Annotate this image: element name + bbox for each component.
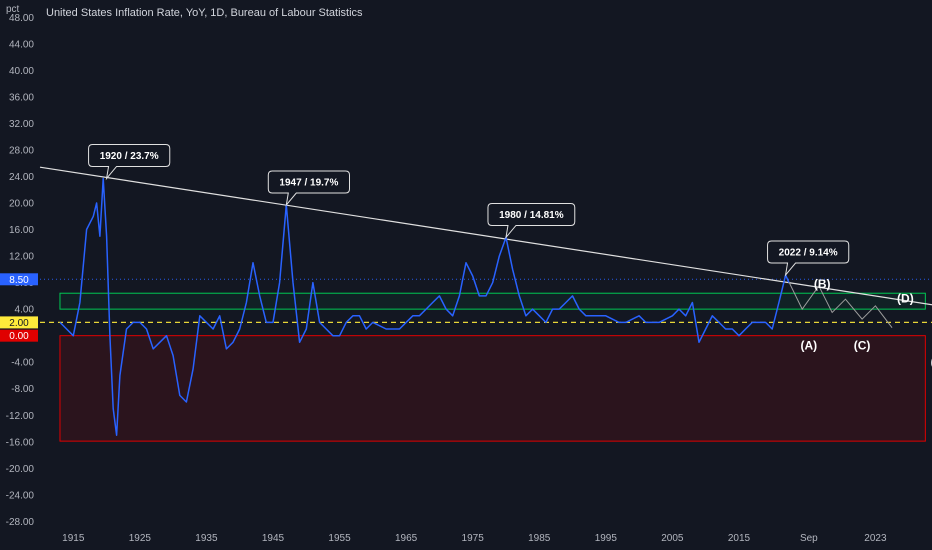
price-badge: 2.00: [0, 316, 38, 329]
wave-projection-line: [785, 274, 893, 329]
y-tick-label: -12.00: [6, 411, 35, 422]
callout-box: [487, 202, 576, 240]
x-tick-label: 1925: [129, 533, 152, 544]
y-tick-label: -8.00: [11, 384, 34, 395]
y-tick-label: 4.00: [15, 305, 35, 316]
y-tick-label: -24.00: [6, 490, 35, 501]
x-tick-label: 1965: [395, 533, 418, 544]
x-tick-label: 1935: [195, 533, 218, 544]
y-tick-label: 28.00: [9, 145, 34, 156]
trendline-layer: [39, 166, 932, 308]
peak-callout[interactable]: 1920 / 23.7%: [88, 143, 171, 181]
y-tick-label: 32.00: [9, 119, 34, 130]
x-axis: 1915 1925 1935 1945 1955 1965 1975 1985 1995 2005…: [62, 533, 887, 544]
callout-box: [767, 240, 850, 277]
price-badge: 0.00: [0, 329, 38, 342]
wave-label: (C): [854, 339, 871, 353]
callout-label: 1980 / 14.81%: [499, 210, 564, 221]
wave-label: (B): [814, 277, 831, 291]
peak-callout[interactable]: 2022 / 9.14%: [767, 240, 850, 277]
y-axis: 48.00 44.00 40.00 36.00 32.00 28.00 24.00 20.00…: [6, 13, 35, 528]
x-tick-label: 2015: [728, 533, 751, 544]
badge-bg: [0, 273, 38, 286]
peak-callout[interactable]: 1947 / 19.7%: [267, 170, 350, 207]
peak-callout[interactable]: 1980 / 14.81%: [487, 202, 576, 240]
callout-label: 1920 / 23.7%: [100, 151, 159, 162]
y-tick-label: 44.00: [9, 39, 34, 50]
badge-bg: [0, 329, 38, 342]
price-badges: 8.50 2.00 0.00: [0, 273, 38, 342]
callout-box: [267, 170, 350, 207]
x-tick-label: 1975: [462, 533, 485, 544]
inflation-series-line[interactable]: [59, 177, 790, 436]
y-tick-label: 16.00: [9, 225, 34, 236]
badge-bg: [0, 316, 38, 329]
y-tick-label: 12.00: [9, 252, 34, 263]
chart-title: United States Inflation Rate, YoY, 1D, B…: [46, 7, 363, 19]
x-tick-label: 1985: [528, 533, 551, 544]
wave-projection-layer: (A) (B) (C) (D) (E): [785, 274, 932, 369]
badge-label: 0.00: [9, 331, 29, 342]
x-tick-label: 1945: [262, 533, 285, 544]
red-zone: [59, 335, 926, 442]
zones-layer: [59, 292, 926, 442]
y-axis-unit: pct: [6, 4, 20, 15]
resistance-trendline[interactable]: [39, 166, 932, 308]
x-tick-label: 2023: [864, 533, 887, 544]
x-tick-label: 1955: [328, 533, 351, 544]
badge-label: 2.00: [9, 318, 29, 329]
wave-label: (A): [801, 339, 818, 353]
y-tick-label: -28.00: [6, 517, 35, 528]
x-tick-label: Sep: [800, 533, 818, 544]
y-tick-label: -4.00: [11, 358, 34, 369]
y-tick-label: 20.00: [9, 199, 34, 210]
wave-label: (E): [931, 355, 932, 369]
callout-label: 1947 / 19.7%: [279, 178, 338, 189]
reference-lines-layer: [40, 278, 932, 324]
price-badge: 8.50: [0, 273, 38, 286]
y-tick-label: 36.00: [9, 92, 34, 103]
y-tick-label: 48.00: [9, 13, 34, 24]
x-tick-label: 2005: [661, 533, 684, 544]
callout-box: [88, 143, 171, 181]
callout-label: 2022 / 9.14%: [779, 248, 838, 259]
x-tick-label: 1915: [62, 533, 85, 544]
y-tick-label: 24.00: [9, 172, 34, 183]
badge-label: 8.50: [9, 275, 29, 286]
annotations-layer: 1920 / 23.7% 1947 / 19.7% 1980 / 14.81% 202…: [88, 143, 850, 277]
y-tick-label: -16.00: [6, 437, 35, 448]
y-tick-label: -20.00: [6, 464, 35, 475]
series-layer: [59, 177, 790, 436]
y-tick-label: 40.00: [9, 66, 34, 77]
x-tick-label: 1995: [595, 533, 618, 544]
wave-label: (D): [897, 292, 914, 306]
